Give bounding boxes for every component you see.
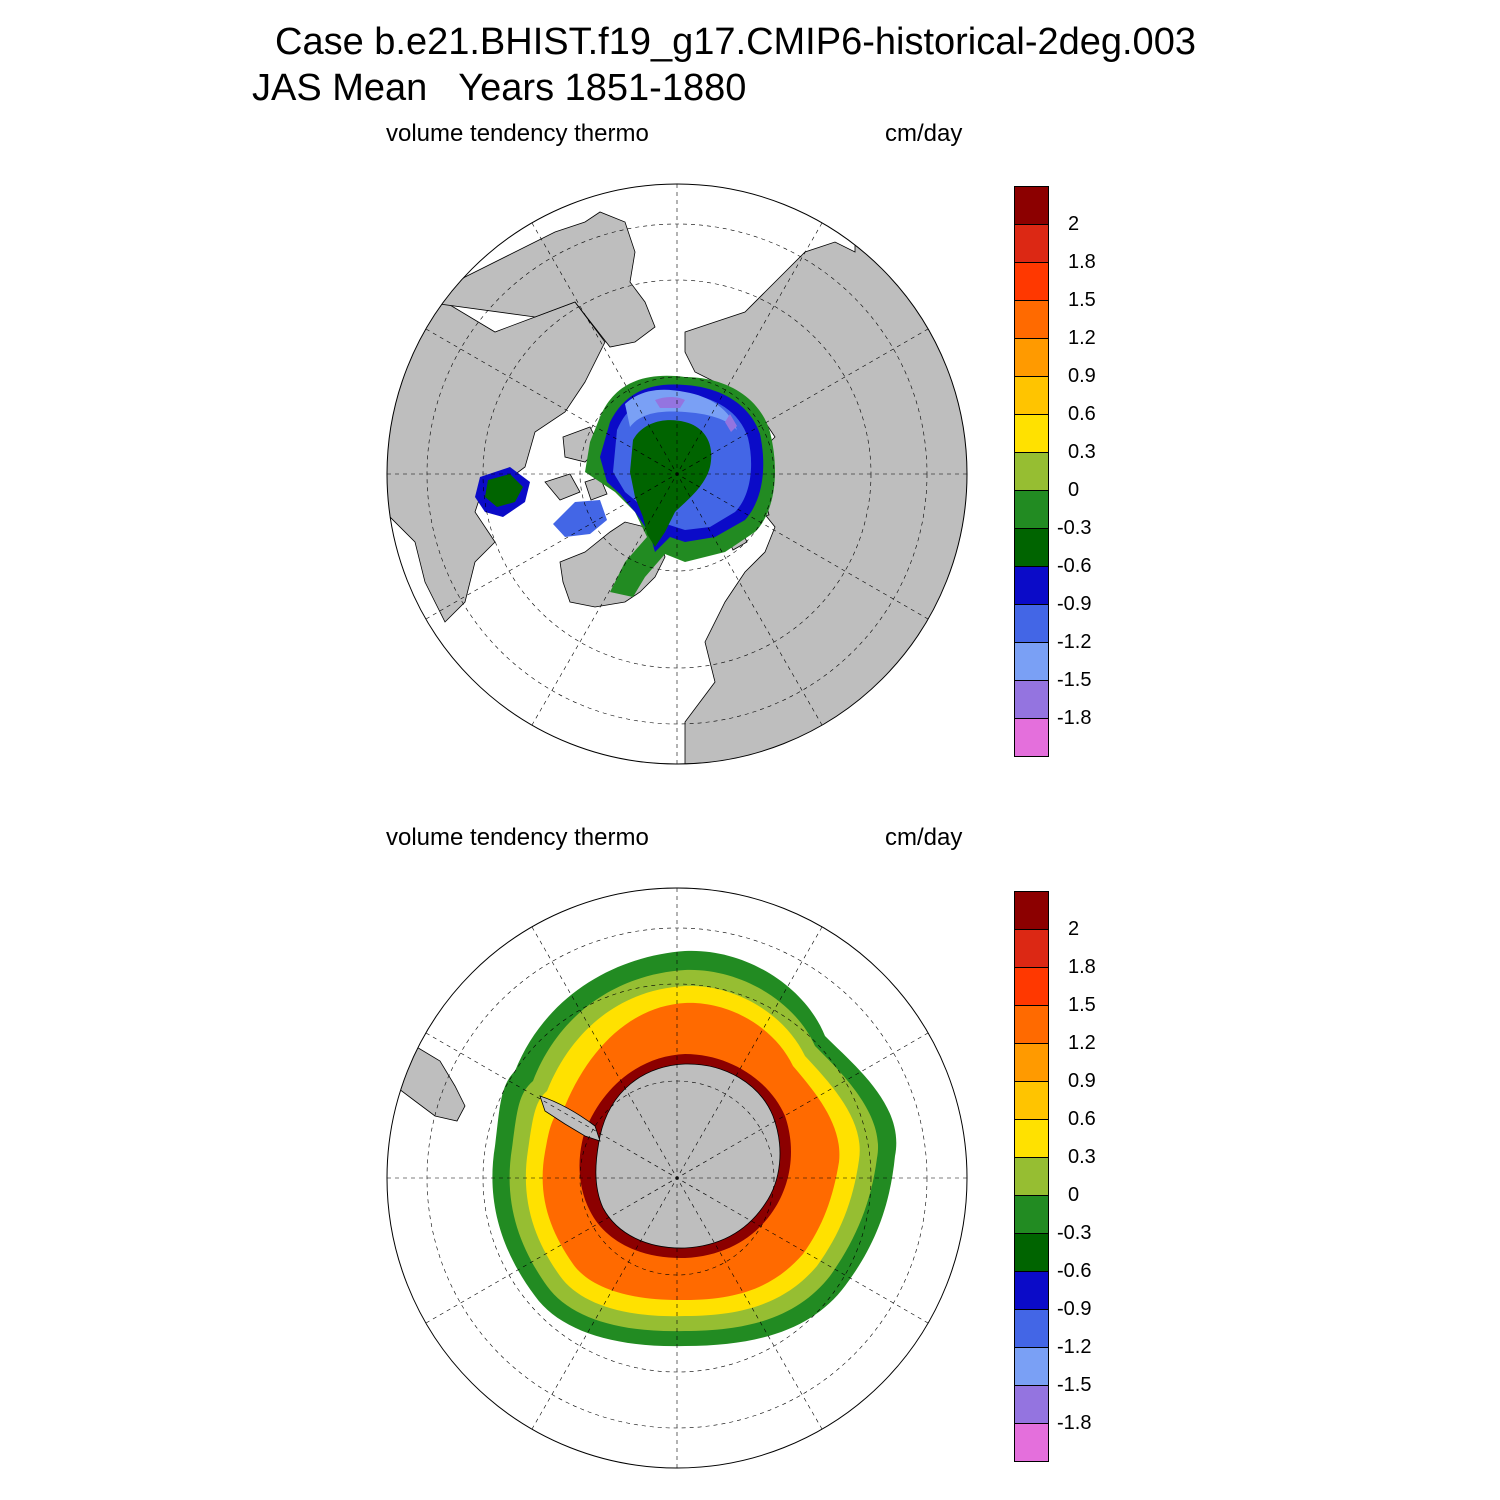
colorbar-tick-label: -0.6 (1057, 555, 1092, 577)
arctic-units-label: cm/day (885, 120, 963, 147)
colorbar-tick-label: -0.9 (1057, 1298, 1092, 1320)
colorbar-segment (1014, 338, 1049, 377)
colorbar-segment (1014, 186, 1049, 225)
colorbar-segment (1014, 1043, 1049, 1082)
colorbar-segment (1014, 604, 1049, 643)
arctic-ice-level-3 (625, 389, 737, 430)
colorbar-tick-label: 1.2 (1068, 327, 1096, 349)
colorbar-tick-label: -1.8 (1057, 1412, 1092, 1434)
colorbar-tick-label: 1.5 (1068, 994, 1096, 1016)
arctic-colorbar (1014, 186, 1049, 757)
antarctic-units-label: cm/day (885, 824, 963, 851)
colorbar-tick-label: -0.3 (1057, 1222, 1092, 1244)
colorbar-tick-label: 2 (1068, 213, 1080, 235)
colorbar-tick-label: 0.3 (1068, 441, 1096, 463)
colorbar-tick-label: 1.2 (1068, 1032, 1096, 1054)
colorbar-tick-label: 1.8 (1068, 251, 1096, 273)
antarctic-variable-label: volume tendency thermo (386, 824, 649, 851)
colorbar-segment (1014, 1005, 1049, 1044)
colorbar-segment (1014, 414, 1049, 453)
colorbar-segment (1014, 300, 1049, 339)
colorbar-segment (1014, 1423, 1049, 1462)
colorbar-segment (1014, 929, 1049, 968)
colorbar-segment (1014, 891, 1049, 930)
antarctic-peninsula (539, 1095, 601, 1142)
colorbar-segment (1014, 1081, 1049, 1120)
colorbar-tick-label: -1.2 (1057, 631, 1092, 653)
colorbar-tick-label: -0.9 (1057, 593, 1092, 615)
colorbar-tick-label: -1.2 (1057, 1336, 1092, 1358)
antarctic-graticule (387, 888, 967, 1468)
arctic-ice-field (475, 375, 775, 597)
colorbar-segment (1014, 1119, 1049, 1158)
colorbar-tick-label: 2 (1068, 918, 1080, 940)
arctic-map-border (386, 183, 968, 765)
colorbar-segment (1014, 1309, 1049, 1348)
colorbar-tick-label: 0.9 (1068, 365, 1096, 387)
arctic-ice-center (630, 420, 712, 547)
colorbar-segment (1014, 1157, 1049, 1196)
colorbar-tick-label: -0.6 (1057, 1260, 1092, 1282)
colorbar-tick-label: 0 (1068, 479, 1080, 501)
colorbar-tick-label: -1.5 (1057, 1374, 1092, 1396)
colorbar-tick-label: -0.3 (1057, 517, 1092, 539)
colorbar-segment (1014, 566, 1049, 605)
colorbar-segment (1014, 1195, 1049, 1234)
colorbar-tick-label: 0.9 (1068, 1070, 1096, 1092)
arctic-polar-map (386, 183, 968, 765)
colorbar-segment (1014, 967, 1049, 1006)
colorbar-segment (1014, 1233, 1049, 1272)
figure-title-line-2: JAS Mean Years 1851-1880 (252, 67, 747, 109)
figure-title-line-1: Case b.e21.BHIST.f19_g17.CMIP6-historica… (275, 21, 1196, 63)
antarctic-map-border (386, 887, 968, 1469)
colorbar-segment (1014, 718, 1049, 757)
colorbar-segment (1014, 1347, 1049, 1386)
colorbar-tick-label: 0.6 (1068, 403, 1096, 425)
colorbar-tick-label: 1.5 (1068, 289, 1096, 311)
arctic-graticule (387, 184, 967, 764)
antarctic-polar-map (386, 887, 968, 1469)
arctic-ice-level-4 (655, 397, 737, 432)
colorbar-tick-label: 0.6 (1068, 1108, 1096, 1130)
colorbar-segment (1014, 1385, 1049, 1424)
colorbar-segment (1014, 490, 1049, 529)
colorbar-segment (1014, 376, 1049, 415)
colorbar-tick-label: 1.8 (1068, 956, 1096, 978)
colorbar-segment (1014, 452, 1049, 491)
colorbar-tick-label: 0.3 (1068, 1146, 1096, 1168)
antarctica-land (595, 1063, 781, 1249)
colorbar-tick-label: -1.5 (1057, 669, 1092, 691)
colorbar-tick-label: -1.8 (1057, 707, 1092, 729)
arctic-variable-label: volume tendency thermo (386, 120, 649, 147)
colorbar-segment (1014, 262, 1049, 301)
colorbar-segment (1014, 528, 1049, 567)
colorbar-segment (1014, 642, 1049, 681)
colorbar-segment (1014, 1271, 1049, 1310)
colorbar-tick-label: 0 (1068, 1184, 1080, 1206)
antarctic-colorbar (1014, 891, 1049, 1462)
colorbar-segment (1014, 224, 1049, 263)
colorbar-segment (1014, 680, 1049, 719)
